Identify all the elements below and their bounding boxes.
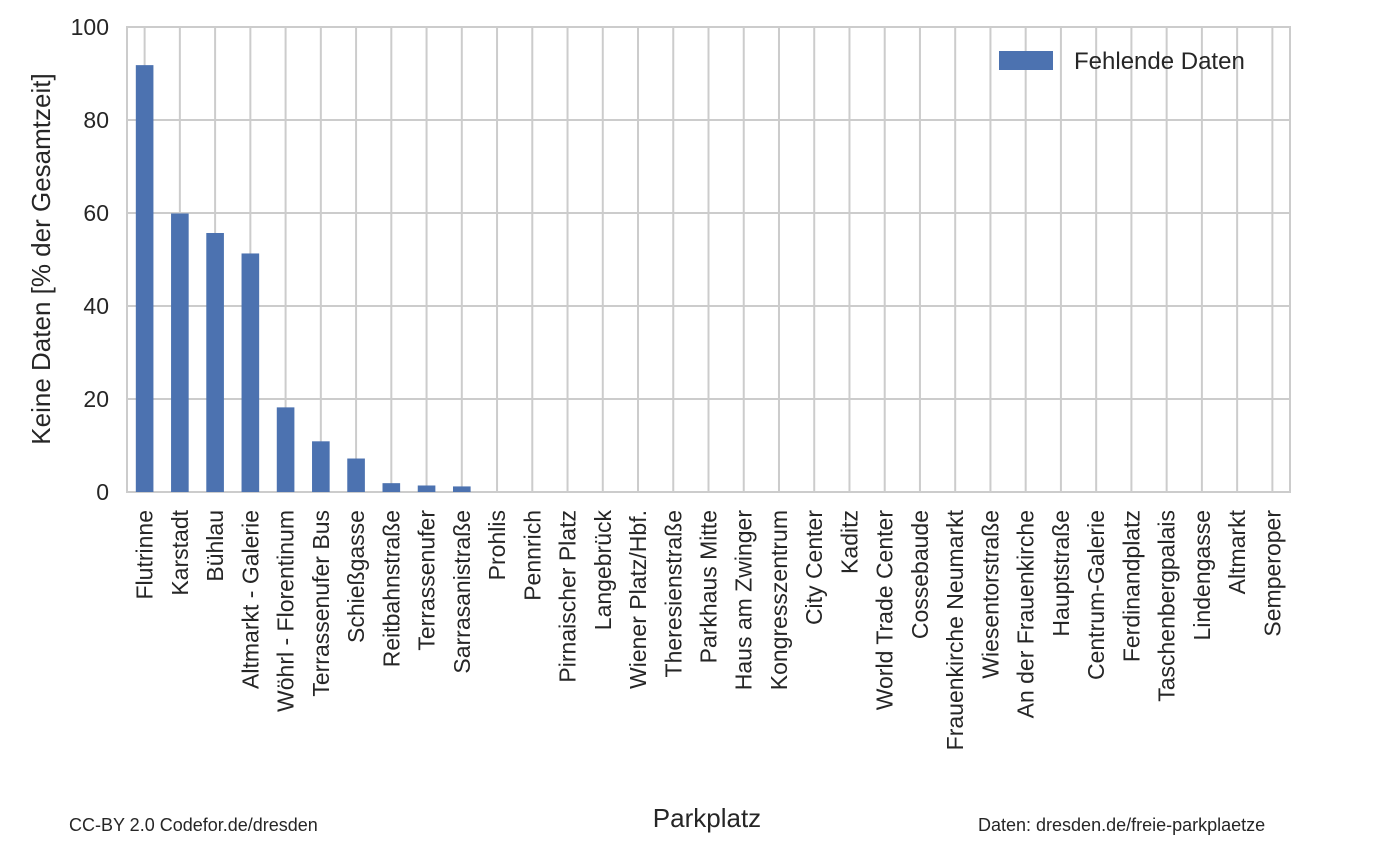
y-tick-label: 60 — [83, 200, 109, 226]
x-tick-label: Centrum-Galerie — [1083, 510, 1109, 680]
x-tick-label: Theresienstraße — [660, 510, 686, 677]
x-tick-label: Altmarkt - Galerie — [237, 510, 263, 689]
bar — [171, 213, 189, 492]
legend: Fehlende Daten — [999, 48, 1245, 75]
bar — [312, 441, 330, 492]
plot-frame — [126, 26, 1291, 493]
bar — [347, 458, 365, 492]
x-tick-label: Altmarkt — [1224, 509, 1250, 594]
x-tick-label: Kongresszentrum — [766, 510, 792, 690]
x-tick-label: Langebrück — [590, 510, 616, 631]
bar — [276, 407, 295, 492]
x-tick-labels: Flutrinne Karstadt Bühlau Altmarkt - Galeri… — [132, 509, 1286, 750]
x-tick-label: Cossebaude — [907, 510, 933, 639]
x-tick-label: Prohlis — [484, 510, 510, 580]
data-source-credit: Daten: dresden.de/freie-parkplaetze — [978, 815, 1266, 835]
x-tick-label: Wiesentorstraße — [977, 510, 1003, 679]
y-tick-label: 40 — [83, 293, 109, 319]
x-tick-label: Semperoper — [1259, 510, 1285, 637]
x-tick-label: Terrassenufer — [414, 510, 440, 651]
x-tick-label: Wöhrl - Florentinum — [273, 510, 299, 712]
bar — [206, 232, 224, 492]
x-tick-label: Terrassenufer Bus — [308, 510, 334, 697]
y-tick-label: 20 — [83, 386, 109, 412]
bar — [452, 486, 471, 492]
x-tick-label: An der Frauenkirche — [1013, 510, 1039, 718]
x-tick-label: Taschenbergpalais — [1154, 510, 1180, 702]
x-tick-label: Kaditz — [836, 510, 862, 574]
x-tick-label: Wiener Platz/Hbf. — [625, 510, 651, 689]
x-tick-label: Parkhaus Mitte — [696, 510, 722, 663]
bar — [241, 253, 260, 492]
y-tick-label: 80 — [83, 107, 109, 133]
x-tick-label: Frauenkirche Neumarkt — [942, 509, 968, 750]
y-tick-label: 100 — [71, 14, 109, 40]
x-tick-label: Karstadt — [167, 509, 193, 595]
x-axis-label: Parkplatz — [653, 803, 761, 833]
x-tick-label: Schießgasse — [343, 510, 369, 643]
license-credit: CC-BY 2.0 Codefor.de/dresden — [69, 815, 318, 835]
x-tick-label: Bühlau — [202, 510, 228, 582]
x-tick-label: Haus am Zwinger — [731, 510, 757, 691]
x-tick-label: World Trade Center — [872, 510, 898, 711]
x-tick-label: Lindengasse — [1189, 510, 1215, 640]
x-tick-label: Hauptstraße — [1048, 510, 1074, 637]
x-tick-label: Reitbahnstraße — [378, 510, 404, 667]
y-tick-label: 0 — [96, 479, 109, 505]
grid-lines — [126, 26, 1291, 493]
x-tick-label: City Center — [801, 510, 827, 625]
x-tick-label: Pennrich — [519, 510, 545, 601]
bars — [135, 65, 471, 492]
y-axis-label: Keine Daten [% der Gesamtzeit] — [26, 73, 56, 444]
y-tick-labels: 0 20 40 60 80 100 — [71, 14, 109, 505]
bar — [382, 483, 401, 492]
x-tick-label: Pirnaischer Platz — [555, 510, 581, 683]
x-tick-label: Flutrinne — [132, 510, 158, 599]
x-tick-label: Sarrasanistraße — [449, 510, 475, 674]
bar — [135, 65, 154, 492]
legend-swatch — [999, 51, 1053, 70]
legend-label: Fehlende Daten — [1074, 48, 1245, 75]
bar — [417, 485, 436, 492]
x-tick-label: Ferdinandplatz — [1118, 510, 1144, 662]
